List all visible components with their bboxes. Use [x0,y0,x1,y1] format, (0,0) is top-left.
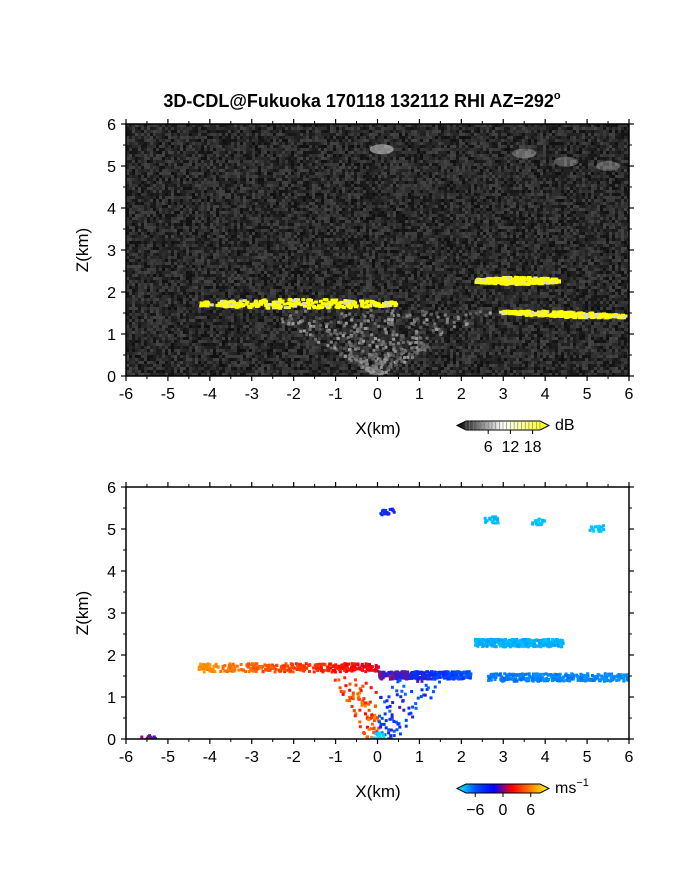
x-tick-label: -2 [287,386,301,403]
x-tick-label: 4 [541,749,550,766]
x-tick-label: -5 [161,386,175,403]
y-tick-label: 4 [107,564,116,581]
x-axis-label: X(km) [355,782,400,801]
y-tick-label: 4 [107,201,116,218]
y-tick-label: 2 [107,285,116,302]
x-tick-label: -1 [328,749,342,766]
colorbar-unit: dB [555,417,575,434]
x-tick-label: 3 [499,749,508,766]
x-tick-label: 6 [625,749,634,766]
plot-background [126,487,629,739]
colorbar-tick-label: 6 [484,439,493,456]
cloud-layer [474,276,560,286]
y-tick-label: 6 [107,117,116,134]
figure-title: 3D-CDL@Fukuoka 170118 132112 RHI AZ=292o [163,90,561,111]
y-tick-label: 6 [107,480,116,497]
x-tick-label: -4 [203,749,217,766]
y-tick-label: 5 [107,522,116,539]
y-tick-label: 0 [107,369,116,386]
velocity-layer [378,670,473,681]
y-axis-label: Z(km) [73,591,92,635]
x-tick-label: -2 [287,749,301,766]
velocity-panel: -6 -5 -4 -3 -2 -1 0 1 2 3 4 5 6 0 1 2 3 4 5 6 X(km) Z(km) −6 0 6… [73,480,634,819]
y-tick-label: 1 [107,327,116,344]
colorbar-tick-label: 6 [526,802,535,819]
x-tick-label: -1 [328,386,342,403]
faint-feature [512,148,536,158]
x-tick-label: 0 [373,386,382,403]
x-tick-label: -3 [245,386,259,403]
x-tick-label: 1 [415,749,424,766]
colorbar: −6 0 6 ms−1 [457,777,589,819]
y-tick-label: 0 [107,732,116,749]
faint-feature [370,144,394,154]
x-tick-label: -3 [245,749,259,766]
x-tick-label: -6 [119,749,133,766]
colorbar-tick-label: 12 [502,439,520,456]
plot-area [126,487,630,742]
y-tick-label: 3 [107,606,116,623]
x-tick-label: 4 [541,386,550,403]
x-tick-label: 3 [499,386,508,403]
faint-feature [596,161,620,171]
x-tick-label: 0 [373,749,382,766]
y-tick-label: 1 [107,690,116,707]
plot-area [126,124,630,379]
x-tick-label: 6 [625,386,634,403]
faint-feature [554,157,578,167]
y-tick-label: 2 [107,648,116,665]
x-tick-label: 2 [457,749,466,766]
x-tick-label: -5 [161,749,175,766]
colorbar-tick-label: 0 [499,802,508,819]
x-axis-label: X(km) [355,419,400,438]
x-tick-label: 5 [583,749,592,766]
colorbar-tick-label: −6 [466,802,484,819]
x-tick-label: -6 [119,386,133,403]
y-axis-label: Z(km) [73,228,92,272]
x-tick-label: 2 [457,386,466,403]
x-tick-label: 1 [415,386,424,403]
colorbar-unit: ms−1 [555,777,589,797]
x-tick-label: 5 [583,386,592,403]
x-tick-label: -4 [203,386,217,403]
y-tick-label: 3 [107,243,116,260]
y-tick-label: 5 [107,159,116,176]
colorbar-tick-label: 18 [524,439,542,456]
velocity-layer [474,638,565,649]
